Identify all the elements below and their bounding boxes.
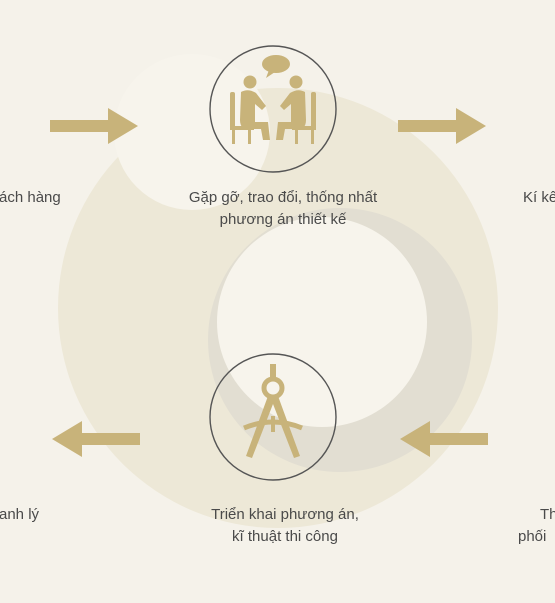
step-customer-label: ách hàng bbox=[0, 187, 61, 209]
arrow-bottom-right bbox=[400, 421, 488, 457]
step-liquidation-line-1: anh lý bbox=[0, 506, 40, 523]
arrow-bottom-left bbox=[52, 421, 140, 457]
step-contract-line-1: Kí kế bbox=[523, 189, 555, 206]
step-construction-line-2: phối bbox=[518, 528, 547, 545]
arrow-top-left bbox=[50, 108, 138, 144]
step-meeting-label: Gặp gỡ, trao đổi, thống nhất phương án t… bbox=[189, 187, 377, 231]
step-construction-label: Th phối bbox=[518, 504, 555, 548]
step-meeting-line-1: Gặp gỡ, trao đổi, thống nhất bbox=[188, 189, 378, 206]
arrow-top-right bbox=[398, 108, 486, 144]
step-implement-label: Triển khai phương án, kĩ thuật thi công bbox=[211, 504, 359, 548]
step-implement-line-2: kĩ thuật thi công bbox=[232, 528, 338, 545]
light-circle-right bbox=[217, 217, 427, 427]
step-liquidation-label: anh lý bbox=[0, 504, 39, 526]
step-customer-line-1: ách hàng bbox=[0, 189, 61, 206]
meeting-people-icon bbox=[209, 45, 337, 173]
step-contract-label: Kí kế bbox=[523, 187, 555, 209]
step-construction-line-1: Th bbox=[540, 506, 555, 523]
step-meeting-line-2: phương án thiết kế bbox=[219, 211, 347, 228]
compass-icon bbox=[209, 353, 337, 481]
step-implement-line-1: Triển khai phương án, bbox=[211, 506, 359, 523]
